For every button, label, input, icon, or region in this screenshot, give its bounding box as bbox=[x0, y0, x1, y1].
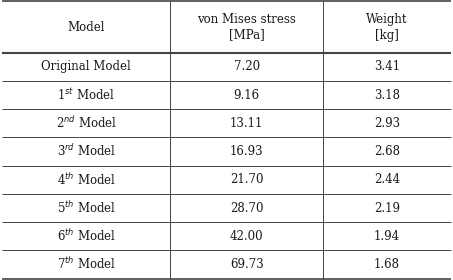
Text: 3.41: 3.41 bbox=[374, 60, 400, 73]
Text: 2.93: 2.93 bbox=[374, 117, 400, 130]
Text: 2.19: 2.19 bbox=[374, 202, 400, 214]
Text: 13.11: 13.11 bbox=[230, 117, 263, 130]
Text: 3.18: 3.18 bbox=[374, 88, 400, 102]
Text: 42.00: 42.00 bbox=[230, 230, 264, 243]
Text: Original Model: Original Model bbox=[42, 60, 131, 73]
Text: 2$^{nd}$ Model: 2$^{nd}$ Model bbox=[56, 115, 117, 131]
Text: 1.94: 1.94 bbox=[374, 230, 400, 243]
Text: 1$^{st}$ Model: 1$^{st}$ Model bbox=[57, 87, 116, 103]
Text: 9.16: 9.16 bbox=[234, 88, 260, 102]
Text: 69.73: 69.73 bbox=[230, 258, 264, 271]
Text: Model: Model bbox=[67, 20, 105, 34]
Text: 7.20: 7.20 bbox=[234, 60, 260, 73]
Text: 21.70: 21.70 bbox=[230, 173, 264, 186]
Text: 4$^{th}$ Model: 4$^{th}$ Model bbox=[57, 172, 116, 188]
Text: 3$^{rd}$ Model: 3$^{rd}$ Model bbox=[57, 144, 116, 160]
Text: 2.68: 2.68 bbox=[374, 145, 400, 158]
Text: 5$^{th}$ Model: 5$^{th}$ Model bbox=[57, 200, 116, 216]
Text: 28.70: 28.70 bbox=[230, 202, 264, 214]
Text: 7$^{th}$ Model: 7$^{th}$ Model bbox=[57, 256, 116, 272]
Text: 2.44: 2.44 bbox=[374, 173, 400, 186]
Text: 1.68: 1.68 bbox=[374, 258, 400, 271]
Text: von Mises stress
[MPa]: von Mises stress [MPa] bbox=[197, 13, 296, 41]
Text: 16.93: 16.93 bbox=[230, 145, 264, 158]
Text: 6$^{th}$ Model: 6$^{th}$ Model bbox=[57, 228, 116, 244]
Text: Weight
[kg]: Weight [kg] bbox=[366, 13, 408, 41]
